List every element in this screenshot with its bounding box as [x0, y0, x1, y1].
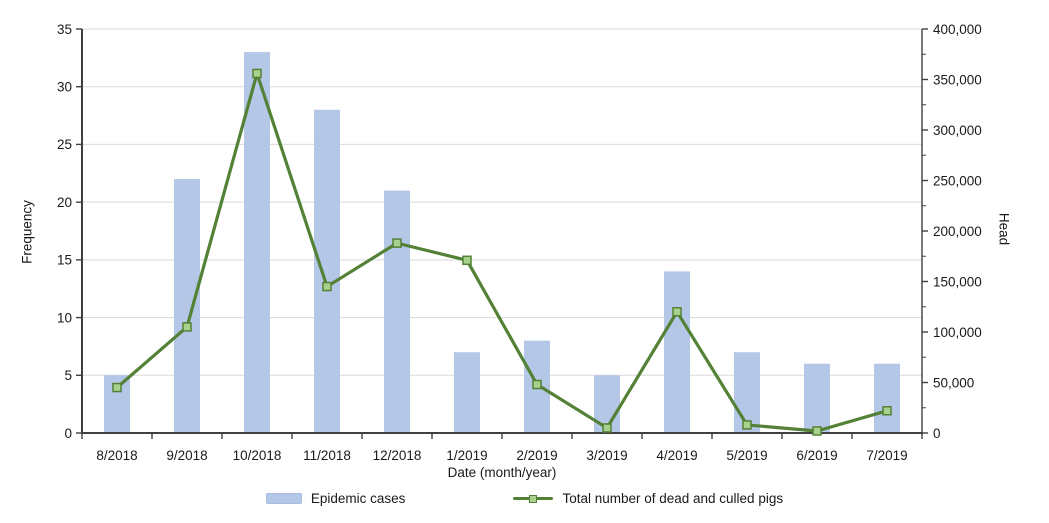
line-marker-swatch-icon [513, 494, 554, 503]
legend-item-dead-culled-pigs: Total number of dead and culled pigs [513, 491, 783, 506]
x-tick-label: 5/2019 [726, 448, 767, 463]
line-marker [392, 238, 402, 248]
line-marker [532, 379, 542, 390]
x-tick-label: 8/2018 [96, 448, 137, 463]
legend-item-epidemic-cases: Epidemic cases [265, 491, 406, 506]
y-tick-label-right: 350,000 [933, 72, 982, 87]
x-tick-label: 7/2019 [866, 448, 907, 463]
y-axis-title-left: Frequency [19, 200, 35, 264]
line-marker [112, 382, 122, 393]
line-marker [182, 322, 192, 332]
line-marker [602, 423, 612, 433]
y-tick-label-left: 15 [57, 253, 72, 268]
x-tick-label: 2/2019 [516, 448, 557, 463]
bar-swatch-icon [265, 493, 302, 504]
x-tick-label: 10/2018 [233, 448, 282, 463]
line-marker [462, 255, 472, 266]
y-tick-label-right: 400,000 [933, 22, 982, 37]
x-tick-label: 12/2018 [373, 448, 422, 463]
x-tick-label: 11/2018 [303, 448, 351, 463]
x-tick-label: 1/2019 [446, 448, 487, 463]
bar [384, 190, 410, 433]
line-marker [882, 406, 892, 416]
bar [454, 352, 480, 433]
line-series [115, 71, 889, 433]
y-tick-label-right: 0 [933, 426, 941, 441]
y-tick-label-right: 50,000 [933, 375, 974, 390]
y-axis-title-right: Head [996, 212, 1012, 246]
y-tick-label-right: 100,000 [933, 325, 982, 340]
x-tick-label: 4/2019 [656, 448, 697, 463]
bar [734, 352, 760, 433]
y-tick-label-left: 20 [57, 195, 72, 210]
x-tick-label: 9/2018 [166, 448, 207, 463]
line-marker [672, 307, 682, 317]
y-tick-label-left: 25 [57, 137, 72, 152]
bar [874, 363, 900, 433]
y-tick-label-left: 5 [64, 368, 72, 383]
bar [314, 109, 340, 434]
y-tick-label-right: 200,000 [933, 224, 982, 239]
y-tick-label-left: 30 [57, 80, 72, 95]
line-marker [742, 420, 752, 430]
y-tick-label-left: 35 [57, 22, 72, 37]
bar [664, 271, 690, 433]
legend-label-dead-culled-pigs: Total number of dead and culled pigs [562, 491, 784, 506]
y-tick-label-left: 10 [57, 310, 72, 325]
line-marker [252, 68, 262, 79]
x-axis-title: Date (month/year) [447, 465, 557, 480]
bar [244, 52, 270, 433]
line-marker [322, 281, 332, 292]
bar [174, 179, 200, 433]
y-tick-label-left: 0 [64, 426, 72, 441]
bar [804, 363, 830, 433]
x-tick-label: 6/2019 [796, 448, 837, 463]
y-tick-label-right: 300,000 [933, 123, 982, 138]
y-tick-label-right: 150,000 [933, 274, 982, 289]
y-tick-label-right: 250,000 [933, 173, 982, 188]
legend: Epidemic cases Total number of dead and … [0, 491, 1049, 506]
x-tick-label: 3/2019 [586, 448, 627, 463]
legend-label-epidemic-cases: Epidemic cases [310, 491, 406, 506]
line-marker [812, 426, 822, 436]
